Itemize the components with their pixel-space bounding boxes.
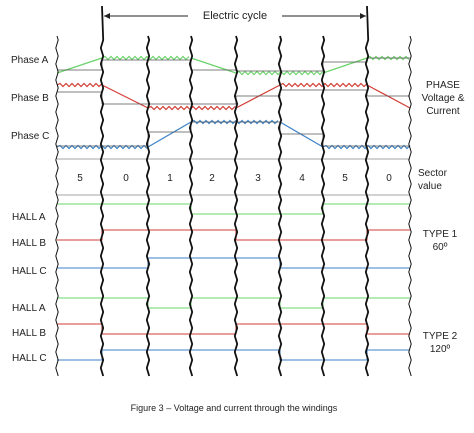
sector-boundary-7 (320, 35, 326, 377)
sector-label-line1: Sector (418, 168, 448, 179)
waveform-traces (55, 5, 412, 377)
sector-boundary-6 (277, 35, 283, 377)
sector-value-6: 4 (299, 173, 305, 184)
phase-a-trace-segment-2 (101, 55, 190, 61)
type1-label-line2: 60º (433, 242, 448, 253)
phase-c-trace-segment-4 (279, 121, 324, 148)
current-trace-1 (57, 57, 410, 72)
phase-a-trace-segment-1 (56, 57, 103, 74)
sector-value-1: 5 (77, 173, 83, 184)
type1-hall-a-label: HALL A (12, 212, 46, 223)
type1-hall-a-trace (57, 203, 410, 215)
phase-b-trace-segment-4 (235, 84, 281, 109)
sector-value-4: 2 (209, 173, 215, 184)
phase-a-trace-segment-3 (190, 57, 237, 74)
current-trace-2 (57, 89, 410, 105)
phase-a-trace-segment-4 (235, 70, 324, 76)
sector-boundary-3 (145, 35, 151, 377)
phase-b-trace-segment-2 (101, 84, 149, 109)
type2-hall-c-label: HALL C (12, 353, 47, 364)
phase-b-trace-segment-1 (56, 82, 103, 88)
figure-caption: Figure 3 – Voltage and current through t… (131, 403, 338, 413)
type2-hall-c-trace (57, 349, 410, 361)
type2-hall-a-trace (57, 297, 410, 309)
sector-boundary-1 (55, 35, 59, 377)
diagram-title: Electric cycle (203, 10, 267, 22)
sector-boundary-5 (233, 35, 239, 377)
cycle-arrowhead-left (104, 13, 110, 19)
type1-hall-b-trace (57, 229, 410, 241)
sector-boundary-2 (99, 5, 105, 377)
sector-value-3: 1 (167, 173, 173, 184)
cycle-arrowhead-right (360, 13, 366, 19)
type2-label-line1: TYPE 2 (423, 331, 458, 342)
sector-value-8: 0 (386, 173, 392, 184)
type1-hall-b-label: HALL B (12, 238, 46, 249)
sector-boundary-8 (364, 5, 370, 377)
type1-hall-c-trace (57, 257, 410, 269)
phase-b-trace-segment-6 (366, 84, 411, 109)
type2-hall-b-trace (57, 323, 410, 335)
type2-label-line2: 120º (430, 344, 451, 355)
sector-boundary-4 (188, 35, 194, 377)
sector-value-2: 0 (123, 173, 129, 184)
sector-label-line2: value (418, 181, 442, 192)
current-trace-3 (57, 121, 410, 147)
phase-title-line2: Voltage & (422, 93, 465, 104)
type2-hall-b-label: HALL B (12, 328, 46, 339)
phase-title-line3: Current (426, 106, 460, 117)
phase-title-line1: PHASE (426, 80, 460, 91)
phase-a-label: Phase A (11, 55, 49, 66)
sector-boundary-9 (408, 35, 412, 377)
type2-hall-a-label: HALL A (12, 303, 46, 314)
sector-value-5: 3 (255, 173, 261, 184)
phase-c-trace-segment-2 (147, 121, 192, 148)
phase-a-trace-segment-5 (322, 57, 368, 74)
type1-label-line1: TYPE 1 (423, 229, 458, 240)
type1-hall-c-label: HALL C (12, 266, 47, 277)
phase-b-label: Phase B (11, 93, 49, 104)
phase-a-trace-segment-6 (366, 55, 410, 61)
sector-value-7: 5 (342, 173, 348, 184)
phase-c-label: Phase C (11, 131, 49, 142)
